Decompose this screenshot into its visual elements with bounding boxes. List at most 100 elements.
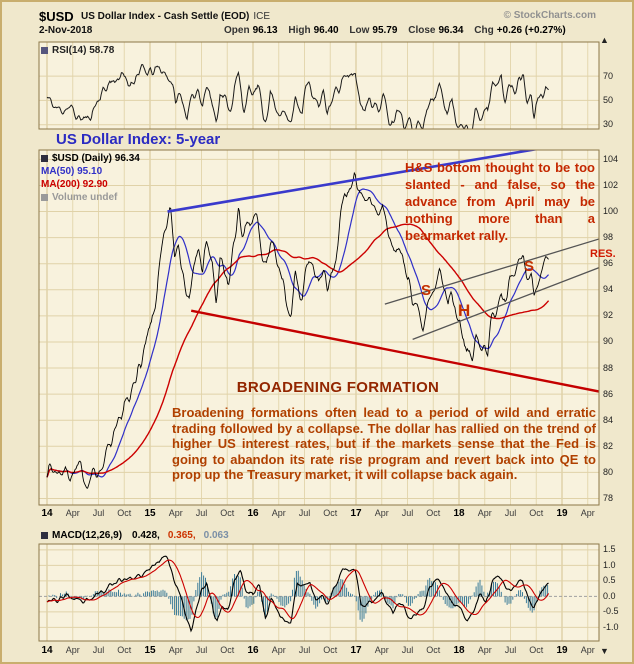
x-tick-month-label: Jul [298, 645, 311, 655]
macd-y-tick-label: -0.5 [603, 606, 619, 617]
rsi-panel [38, 41, 600, 130]
price-y-tick-label: 102 [603, 179, 619, 190]
x-tick-year-label: 14 [41, 645, 53, 656]
exchange-label: ICE [253, 11, 271, 22]
scroll-up-icon[interactable]: ▲ [600, 35, 609, 45]
price-legend: $USD (Daily) 96.34 [41, 153, 140, 164]
rsi-legend-chip-icon [41, 47, 48, 54]
x-tick-month-label: Oct [117, 645, 132, 655]
x-axis-main: 14 Apr Jul Oct 15 Apr Jul Oct 16 Apr Jul Oct 17 Apr Ju… [2, 508, 632, 520]
x-tick-month-label: Apr [477, 645, 492, 655]
macd-value-hist: 0.063 [203, 530, 229, 541]
x-tick-month-label: Oct [426, 645, 441, 655]
price-y-tick-label: 86 [603, 388, 614, 399]
falling-red-trendline [190, 309, 599, 393]
price-plot-area [39, 150, 599, 505]
chart-date: 2-Nov-2018 [39, 25, 93, 36]
macd-y-tick-label: 0.5 [603, 575, 616, 586]
macd-line [46, 555, 549, 633]
ma200-legend: MA(200) 92.90 [41, 179, 108, 190]
rsi-line [46, 64, 549, 129]
macd-legend: MACD(12,26,9) 0.428, 0.365, 0.063 [41, 530, 229, 541]
price-legend-label: $USD (Daily) 96.34 [52, 153, 140, 164]
price-y-tick-label: 100 [603, 206, 619, 217]
macd-legend-label: MACD(12,26,9) [52, 530, 123, 541]
left-shoulder-label: S [421, 282, 432, 299]
volume-legend-label: Volume undef [52, 192, 118, 203]
price-legend-chip-icon [41, 155, 48, 162]
rsi-plot-area [39, 42, 599, 129]
close-value: 96.34 [438, 25, 464, 36]
open-value: 96.13 [252, 25, 278, 36]
macd-y-tick-label: 0.0 [603, 590, 616, 601]
x-tick-month-label: Apr [271, 645, 286, 655]
x-tick-month-label: Jul [401, 645, 414, 655]
x-tick-month-label: Oct [220, 508, 235, 518]
rising-blue-trendline [167, 150, 540, 213]
x-tick-year-label: 17 [350, 508, 362, 519]
copyright: © StockCharts.com [503, 10, 596, 21]
price-y-tick-label: 98 [603, 232, 614, 243]
price-y-tick-label: 82 [603, 440, 614, 451]
macd-y-tick-label: -1.0 [603, 621, 619, 632]
x-tick-month-label: Apr [580, 508, 595, 518]
x-tick-month-label: Jul [195, 508, 208, 518]
scroll-down-icon[interactable]: ▼ [600, 646, 609, 656]
price-panel [38, 149, 600, 506]
x-tick-month-label: Apr [168, 645, 183, 655]
price-y-tick-label: 104 [603, 153, 619, 164]
low-value: 95.79 [372, 25, 398, 36]
five-year-annotation: US Dollar Index: 5-year [56, 131, 221, 148]
x-tick-year-label: 15 [144, 645, 156, 656]
broadening-formation-paragraph: Broadening formations often lead to a pe… [172, 405, 596, 482]
macd-y-tick-label: 1.5 [603, 544, 616, 555]
rsi-y-tick-label: 30 [603, 119, 614, 130]
x-tick-year-label: 17 [350, 645, 362, 656]
x-tick-month-label: Oct [220, 645, 235, 655]
x-tick-month-label: Apr [168, 508, 183, 518]
x-tick-month-label: Apr [65, 508, 80, 518]
chg-value: +0.26 (+0.27%) [496, 25, 566, 36]
x-axis-macd: 14 Apr Jul Oct 15 Apr Jul Oct 16 Apr Jul Oct 17 Apr Ju… [2, 645, 632, 657]
close-label: Close [408, 25, 436, 36]
ma50-legend: MA(50) 95.10 [41, 166, 102, 177]
x-tick-month-label: Jul [504, 508, 517, 518]
price-line [46, 171, 549, 489]
rsi-legend-label: RSI(14) 58.78 [52, 45, 115, 56]
ma200-legend-label: MA(200) 92.90 [41, 179, 108, 190]
macd-value-signal: 0.365, [167, 530, 196, 541]
x-tick-year-label: 15 [144, 508, 156, 519]
x-tick-month-label: Jul [298, 508, 311, 518]
x-tick-month-label: Oct [529, 508, 544, 518]
x-tick-month-label: Apr [477, 508, 492, 518]
macd-signal-line [46, 559, 550, 620]
price-y-tick-label: 90 [603, 336, 614, 347]
rsi-y-tick-label: 70 [603, 70, 614, 81]
x-tick-month-label: Jul [92, 645, 105, 655]
quote-line: Open 96.13 High 96.40 Low 95.79 Close 96.34 … [224, 25, 566, 36]
x-tick-year-label: 19 [556, 508, 568, 519]
x-tick-month-label: Oct [323, 508, 338, 518]
high-label: High [288, 25, 311, 36]
macd-legend-chip-icon [41, 532, 48, 539]
x-tick-month-label: Jul [504, 645, 517, 655]
low-label: Low [349, 25, 370, 36]
x-tick-month-label: Jul [195, 645, 208, 655]
price-y-tick-label: 78 [603, 492, 614, 503]
chart-name: US Dollar Index - Cash Settle (EOD) [81, 11, 250, 22]
ma200-line [46, 223, 550, 478]
x-tick-month-label: Oct [426, 508, 441, 518]
volume-legend-chip-icon [41, 194, 48, 201]
chg-label: Chg [474, 25, 494, 36]
price-y-tick-label: 84 [603, 414, 614, 425]
chart-title: US Dollar Index - Cash Settle (EOD) ICE [81, 11, 270, 22]
high-value: 96.40 [313, 25, 339, 36]
hs-neckline-upper [384, 238, 599, 305]
x-tick-month-label: Jul [401, 508, 414, 518]
x-tick-year-label: 16 [247, 645, 259, 656]
macd-panel [38, 543, 600, 642]
price-y-tick-label: 92 [603, 310, 614, 321]
x-tick-month-label: Apr [374, 508, 389, 518]
